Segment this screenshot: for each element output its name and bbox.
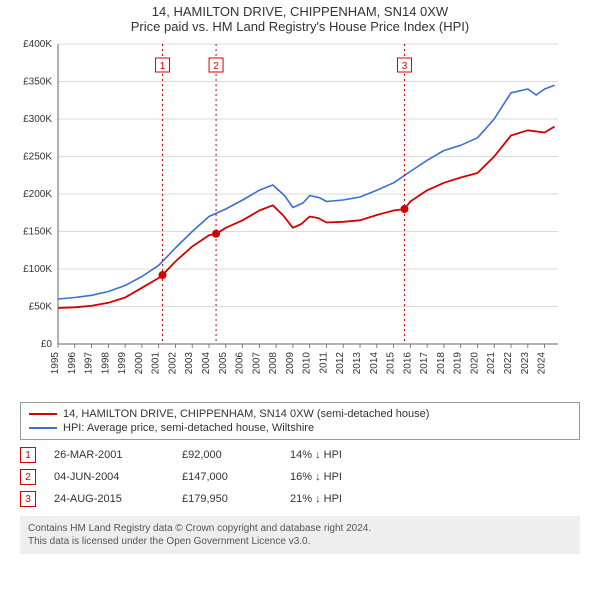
svg-text:2007: 2007 bbox=[251, 352, 262, 375]
svg-text:£200K: £200K bbox=[23, 189, 52, 200]
svg-text:2008: 2008 bbox=[268, 352, 279, 375]
svg-text:£400K: £400K bbox=[23, 39, 52, 50]
event-row: 1 26-MAR-2001 £92,000 14% ↓ HPI bbox=[20, 444, 580, 466]
svg-text:2018: 2018 bbox=[436, 352, 447, 375]
svg-text:2013: 2013 bbox=[352, 352, 363, 375]
event-price: £92,000 bbox=[182, 449, 272, 461]
event-delta: 16% ↓ HPI bbox=[290, 471, 380, 483]
svg-text:£150K: £150K bbox=[23, 227, 52, 238]
svg-text:2005: 2005 bbox=[218, 352, 229, 375]
attribution-box: Contains HM Land Registry data © Crown c… bbox=[20, 516, 580, 554]
svg-text:1995: 1995 bbox=[50, 352, 61, 375]
svg-text:2000: 2000 bbox=[134, 352, 145, 375]
svg-text:1996: 1996 bbox=[67, 352, 78, 375]
event-date: 24-AUG-2015 bbox=[54, 493, 164, 505]
svg-text:£0: £0 bbox=[41, 339, 53, 350]
svg-text:£50K: £50K bbox=[29, 302, 53, 313]
legend-row: HPI: Average price, semi-detached house,… bbox=[29, 421, 571, 435]
event-marker: 1 bbox=[20, 447, 36, 463]
title-line-1: 14, HAMILTON DRIVE, CHIPPENHAM, SN14 0XW bbox=[0, 4, 600, 19]
svg-text:2024: 2024 bbox=[537, 352, 548, 375]
svg-text:2009: 2009 bbox=[285, 352, 296, 375]
svg-text:2020: 2020 bbox=[469, 352, 480, 375]
chart-title-block: 14, HAMILTON DRIVE, CHIPPENHAM, SN14 0XW… bbox=[0, 0, 600, 36]
event-date: 26-MAR-2001 bbox=[54, 449, 164, 461]
legend-row: 14, HAMILTON DRIVE, CHIPPENHAM, SN14 0XW… bbox=[29, 407, 571, 421]
svg-text:2011: 2011 bbox=[318, 352, 329, 374]
event-price: £147,000 bbox=[182, 471, 272, 483]
svg-text:2002: 2002 bbox=[167, 352, 178, 375]
svg-text:£300K: £300K bbox=[23, 114, 52, 125]
event-marker: 2 bbox=[20, 469, 36, 485]
legend-label: HPI: Average price, semi-detached house,… bbox=[63, 422, 314, 434]
chart-svg: £0 £50K £100K £150K £200K £250K £300K £350K £400… bbox=[10, 36, 570, 396]
legend-swatch bbox=[29, 427, 57, 429]
event-marker: 3 bbox=[20, 491, 36, 507]
svg-text:£350K: £350K bbox=[23, 77, 52, 88]
svg-text:1998: 1998 bbox=[100, 352, 111, 375]
legend-box: 14, HAMILTON DRIVE, CHIPPENHAM, SN14 0XW… bbox=[20, 402, 580, 440]
event-delta: 14% ↓ HPI bbox=[290, 449, 380, 461]
svg-text:2006: 2006 bbox=[235, 352, 246, 375]
attribution-line-1: Contains HM Land Registry data © Crown c… bbox=[28, 522, 572, 535]
chart-area: £0 £50K £100K £150K £200K £250K £300K £350K £400… bbox=[10, 36, 570, 396]
attribution-line-2: This data is licensed under the Open Gov… bbox=[28, 535, 572, 548]
events-block: 1 26-MAR-2001 £92,000 14% ↓ HPI 2 04-JUN-2004… bbox=[20, 444, 580, 510]
event-price: £179,950 bbox=[182, 493, 272, 505]
svg-text:2017: 2017 bbox=[419, 352, 430, 375]
svg-text:1997: 1997 bbox=[84, 352, 95, 375]
svg-text:2019: 2019 bbox=[453, 352, 464, 375]
svg-text:2014: 2014 bbox=[369, 352, 380, 375]
event-delta: 21% ↓ HPI bbox=[290, 493, 380, 505]
svg-text:2015: 2015 bbox=[386, 352, 397, 375]
event-row: 2 04-JUN-2004 £147,000 16% ↓ HPI bbox=[20, 466, 580, 488]
svg-text:3: 3 bbox=[402, 61, 408, 72]
legend-swatch bbox=[29, 413, 57, 415]
svg-text:£100K: £100K bbox=[23, 264, 52, 275]
svg-text:2003: 2003 bbox=[184, 352, 195, 375]
event-row: 3 24-AUG-2015 £179,950 21% ↓ HPI bbox=[20, 488, 580, 510]
svg-text:2022: 2022 bbox=[503, 352, 514, 375]
svg-text:£250K: £250K bbox=[23, 152, 52, 163]
svg-text:2021: 2021 bbox=[486, 352, 497, 375]
legend-label: 14, HAMILTON DRIVE, CHIPPENHAM, SN14 0XW… bbox=[63, 408, 429, 420]
event-date: 04-JUN-2004 bbox=[54, 471, 164, 483]
svg-text:2016: 2016 bbox=[402, 352, 413, 375]
svg-text:1999: 1999 bbox=[117, 352, 128, 375]
svg-text:2: 2 bbox=[213, 61, 219, 72]
svg-text:2023: 2023 bbox=[520, 352, 531, 375]
svg-text:2012: 2012 bbox=[335, 352, 346, 375]
svg-text:2004: 2004 bbox=[201, 352, 212, 375]
title-line-2: Price paid vs. HM Land Registry's House … bbox=[0, 19, 600, 34]
svg-text:1: 1 bbox=[160, 61, 166, 72]
svg-text:2010: 2010 bbox=[302, 352, 313, 375]
svg-text:2001: 2001 bbox=[151, 352, 162, 375]
